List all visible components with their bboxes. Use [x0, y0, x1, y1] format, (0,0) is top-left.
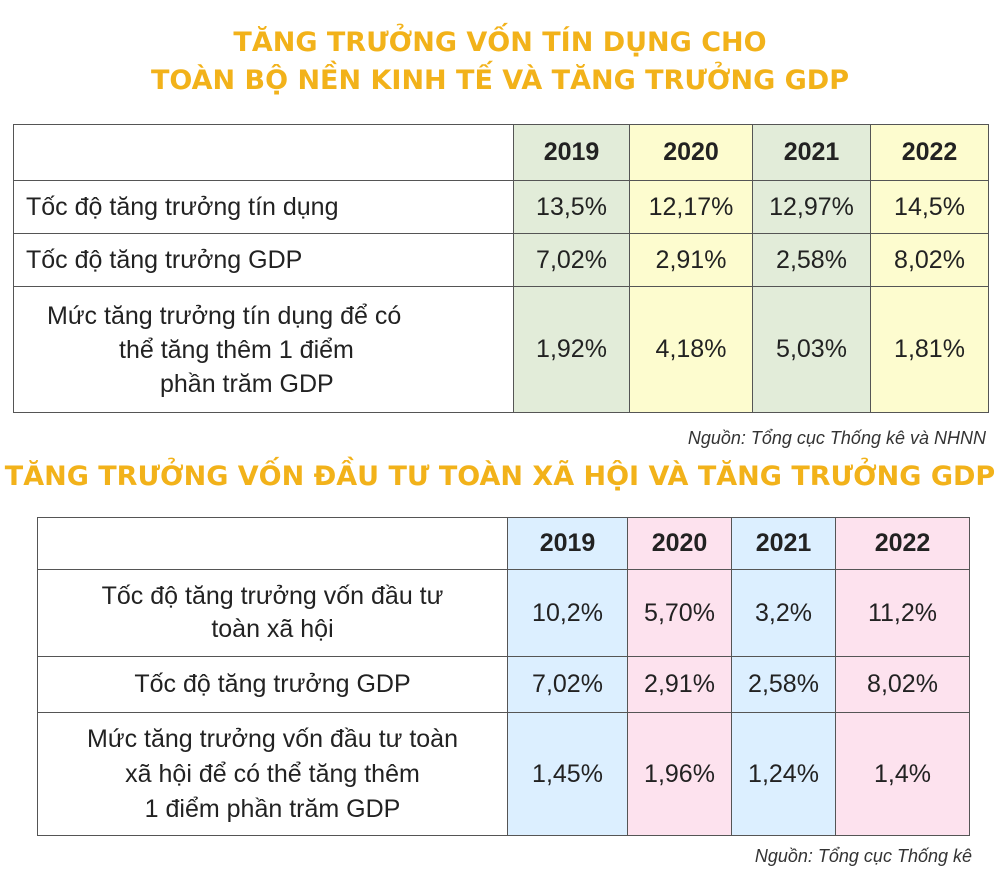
table-cell: 1,45%: [507, 712, 628, 836]
table-cell: 2,58%: [731, 656, 836, 713]
table-header-row: 2019 2020 2021 2022: [37, 517, 970, 570]
table-cell: 14,5%: [870, 180, 989, 234]
table1-title-line-1: TĂNG TRƯỞNG VỐN TÍN DỤNG CHO: [233, 27, 767, 58]
column-header-2020: 2020: [629, 124, 753, 181]
table-cell: 4,18%: [629, 286, 753, 413]
row-label: Tốc độ tăng trưởng GDP: [37, 656, 508, 713]
row-label-line: 1 điểm phần trăm GDP: [144, 794, 401, 823]
table-cell: 10,2%: [507, 569, 628, 657]
table-cell: 1,96%: [627, 712, 732, 836]
table1-title: TĂNG TRƯỞNG VỐN TÍN DỤNG CHO TOÀN BỘ NỀN…: [0, 24, 1000, 100]
credit-table: 2019 2020 2021 2022 Tốc độ tăng trưởng t…: [13, 124, 989, 413]
table-row: Mức tăng trưởng vốn đầu tư toàn xã hội đ…: [37, 712, 970, 836]
empty-header-cell: [13, 124, 514, 181]
table2-title-line-1: TĂNG TRƯỞNG VỐN ĐẦU TƯ TOÀN XÃ HỘI VÀ TĂ…: [4, 461, 996, 492]
table-row: Tốc độ tăng trưởng GDP 7,02% 2,91% 2,58%…: [37, 656, 970, 713]
table-cell: 1,92%: [513, 286, 630, 413]
table-cell: 7,02%: [513, 233, 630, 287]
table2-source: Nguồn: Tổng cục Thống kê: [754, 846, 972, 866]
table-cell: 1,4%: [835, 712, 970, 836]
table-row: Mức tăng trưởng tín dụng để có thể tăng …: [13, 286, 989, 413]
table-cell: 13,5%: [513, 180, 630, 234]
investment-table: 2019 2020 2021 2022 Tốc độ tăng trưởng v…: [37, 517, 970, 836]
row-label-line: thể tăng thêm 1 điểm: [119, 335, 354, 364]
table-cell: 12,97%: [752, 180, 871, 234]
column-header-2022: 2022: [835, 517, 970, 570]
table-cell: 12,17%: [629, 180, 753, 234]
table-row: Tốc độ tăng trưởng GDP 7,02% 2,91% 2,58%…: [13, 233, 989, 287]
table-row: Tốc độ tăng trưởng tín dụng 13,5% 12,17%…: [13, 180, 989, 234]
table-cell: 1,81%: [870, 286, 989, 413]
column-header-2019: 2019: [507, 517, 628, 570]
row-label: Tốc độ tăng trưởng vốn đầu tư toàn xã hộ…: [37, 569, 508, 657]
table-cell: 2,58%: [752, 233, 871, 287]
row-label: Tốc độ tăng trưởng GDP: [13, 233, 514, 287]
table-cell: 5,03%: [752, 286, 871, 413]
row-label-line: Mức tăng trưởng tín dụng để có: [47, 301, 402, 330]
table-cell: 11,2%: [835, 569, 970, 657]
table-cell: 8,02%: [870, 233, 989, 287]
row-label-line: Mức tăng trưởng vốn đầu tư toàn: [87, 724, 458, 753]
column-header-2021: 2021: [731, 517, 836, 570]
column-header-2020: 2020: [627, 517, 732, 570]
row-label: Mức tăng trưởng vốn đầu tư toàn xã hội đ…: [37, 712, 508, 836]
table1-source: Nguồn: Tổng cục Thống kê và NHNN: [687, 428, 986, 448]
column-header-2021: 2021: [752, 124, 871, 181]
column-header-2019: 2019: [513, 124, 630, 181]
row-label-line: xã hội để có thể tăng thêm: [125, 759, 420, 788]
table-cell: 3,2%: [731, 569, 836, 657]
column-header-2022: 2022: [870, 124, 989, 181]
table-cell: 2,91%: [629, 233, 753, 287]
row-label-line: phần trăm GDP: [160, 369, 334, 398]
table-cell: 7,02%: [507, 656, 628, 713]
table-cell: 5,70%: [627, 569, 732, 657]
row-label: Tốc độ tăng trưởng tín dụng: [13, 180, 514, 234]
row-label-line: toàn xã hội: [211, 615, 334, 643]
table2-title: TĂNG TRƯỞNG VỐN ĐẦU TƯ TOÀN XÃ HỘI VÀ TĂ…: [0, 458, 1000, 496]
row-label-line: Tốc độ tăng trưởng vốn đầu tư: [101, 582, 444, 610]
table-cell: 1,24%: [731, 712, 836, 836]
table-header-row: 2019 2020 2021 2022: [13, 124, 989, 181]
table-row: Tốc độ tăng trưởng vốn đầu tư toàn xã hộ…: [37, 569, 970, 657]
table1-title-line-2: TOÀN BỘ NỀN KINH TẾ VÀ TĂNG TRƯỞNG GDP: [150, 65, 850, 96]
row-label: Mức tăng trưởng tín dụng để có thể tăng …: [13, 286, 514, 413]
table-cell: 8,02%: [835, 656, 970, 713]
empty-header-cell: [37, 517, 508, 570]
table-cell: 2,91%: [627, 656, 732, 713]
